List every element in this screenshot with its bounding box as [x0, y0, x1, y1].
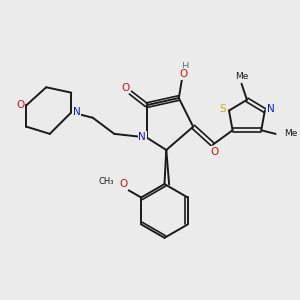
Text: O: O	[121, 82, 130, 93]
Text: N: N	[138, 132, 146, 142]
Text: Me: Me	[285, 129, 298, 138]
Text: CH₃: CH₃	[98, 177, 114, 186]
Text: O: O	[180, 69, 188, 79]
Text: O: O	[119, 179, 128, 189]
Text: N: N	[73, 107, 80, 117]
Text: H: H	[182, 62, 189, 72]
Text: N: N	[267, 104, 275, 115]
Text: S: S	[220, 104, 226, 115]
Text: Me: Me	[235, 72, 248, 81]
Text: O: O	[16, 100, 24, 110]
Text: O: O	[211, 147, 219, 157]
